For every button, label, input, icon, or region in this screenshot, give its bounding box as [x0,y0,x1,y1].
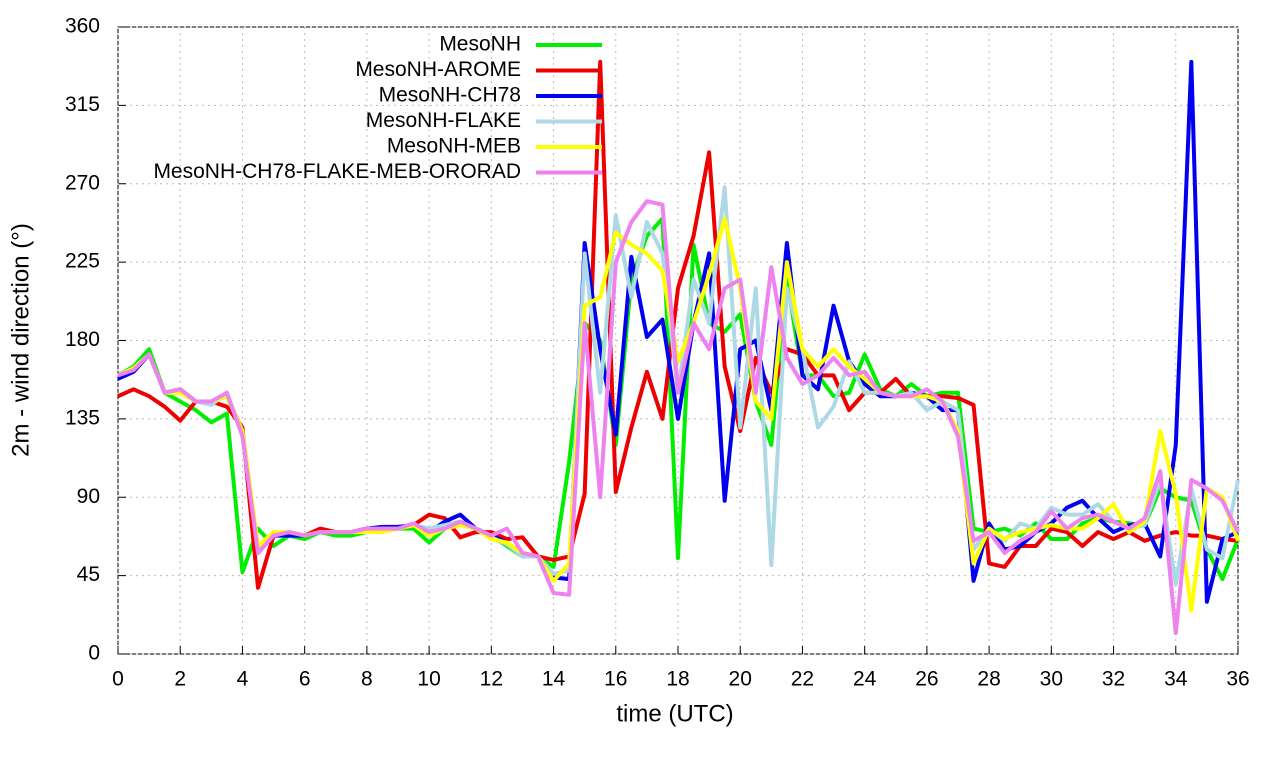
y-axis-label: 2m - wind direction (°) [7,223,34,457]
x-tick-label: 4 [237,668,249,691]
x-tick-label: 30 [1040,668,1063,691]
x-tick-label: 36 [1226,668,1249,691]
x-axis-label: time (UTC) [616,700,733,727]
legend-label: MesoNH-AROME [355,58,521,81]
x-tick-label: 12 [480,668,503,691]
x-tick-label: 24 [853,668,877,691]
legend-label: MesoNH-CH78-FLAKE-MEB-ORORAD [153,160,521,183]
legend-label: MesoNH-MEB [387,135,521,158]
y-tick-label: 90 [77,485,100,508]
series-line [117,216,1240,582]
x-tick-label: 28 [977,668,1000,691]
y-tick-label: 45 [77,563,100,586]
x-tick-label: 32 [1102,668,1125,691]
y-tick-label: 180 [65,328,100,351]
x-tick-label: 2 [174,668,186,691]
y-tick-label: 135 [65,406,100,429]
x-tick-label: 20 [729,668,752,691]
y-tick-label: 225 [65,250,100,273]
y-tick-label: 0 [88,642,100,665]
y-tick-label: 315 [65,93,100,116]
y-tick-label: 360 [65,15,100,38]
legend-label: MesoNH [439,33,521,56]
x-tick-label: 26 [915,668,938,691]
x-tick-label: 34 [1164,668,1188,691]
y-tick-label: 270 [65,171,100,194]
x-tick-label: 14 [542,668,566,691]
x-tick-label: 18 [666,668,689,691]
legend-label: MesoNH-FLAKE [366,109,521,132]
x-tick-label: 6 [299,668,311,691]
x-tick-label: 0 [112,668,124,691]
x-tick-label: 8 [361,668,373,691]
legend-label: MesoNH-CH78 [379,84,521,107]
x-tick-label: 16 [604,668,627,691]
x-tick-label: 10 [417,668,440,691]
series-line [117,199,1240,636]
x-tick-label: 22 [791,668,814,691]
